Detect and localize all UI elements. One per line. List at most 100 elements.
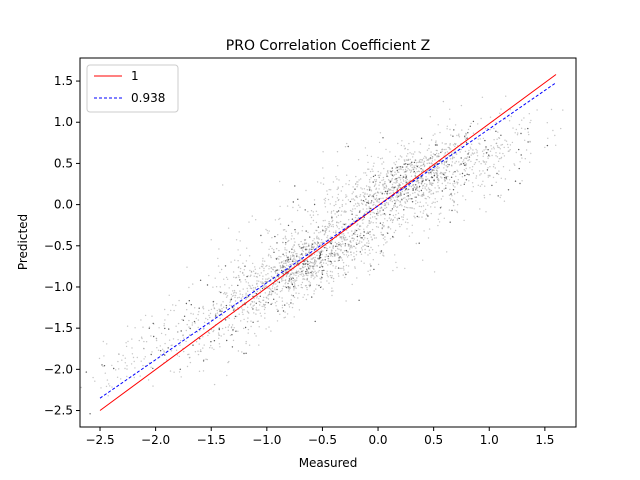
scatter-point — [390, 210, 393, 212]
scatter-point — [273, 249, 275, 251]
scatter-point — [441, 148, 443, 151]
scatter-point — [430, 162, 433, 164]
scatter-point — [349, 223, 351, 225]
scatter-point — [308, 245, 310, 247]
scatter-point — [516, 134, 519, 136]
scatter-point — [274, 292, 276, 294]
scatter-point — [324, 197, 327, 200]
scatter-point — [282, 264, 284, 266]
scatter-point — [406, 170, 408, 172]
scatter-point — [374, 216, 376, 218]
scatter-point — [429, 191, 431, 193]
scatter-point — [265, 278, 267, 280]
scatter-point — [406, 200, 409, 203]
scatter-point — [375, 180, 377, 182]
scatter-point — [357, 159, 360, 161]
scatter-point — [423, 162, 425, 164]
scatter-point — [236, 297, 239, 299]
scatter-point — [384, 218, 386, 220]
scatter-point — [395, 178, 397, 180]
scatter-point — [284, 279, 286, 282]
scatter-point — [312, 271, 315, 274]
scatter-point — [460, 148, 462, 151]
scatter-point — [318, 258, 321, 260]
scatter-point — [381, 179, 383, 182]
scatter-point — [259, 312, 261, 314]
scatter-point — [395, 200, 397, 202]
scatter-point — [368, 231, 371, 233]
scatter-point — [388, 217, 391, 219]
scatter-point — [247, 275, 249, 277]
scatter-point — [271, 302, 273, 305]
scatter-point — [205, 317, 207, 320]
scatter-point — [514, 180, 517, 182]
scatter-point — [274, 278, 277, 281]
scatter-point — [433, 179, 435, 182]
scatter-point — [342, 265, 345, 268]
scatter-point — [211, 347, 213, 349]
scatter-point — [223, 293, 225, 295]
scatter-point — [236, 307, 239, 309]
scatter-point — [298, 292, 300, 295]
scatter-point — [250, 274, 252, 276]
scatter-point — [505, 140, 508, 142]
scatter-point — [302, 263, 304, 265]
scatter-point — [327, 235, 329, 237]
scatter-point — [288, 267, 290, 270]
scatter-point — [226, 278, 229, 280]
scatter-point — [292, 254, 294, 256]
y-tick-label: −2.5 — [44, 404, 73, 418]
scatter-point — [224, 291, 226, 294]
scatter-point — [427, 159, 429, 161]
scatter-point — [408, 169, 411, 171]
scatter-point — [410, 185, 413, 188]
scatter-point — [238, 296, 240, 299]
scatter-point — [503, 155, 506, 157]
scatter-point — [229, 301, 231, 303]
scatter-point — [387, 172, 389, 174]
scatter-point — [314, 259, 316, 262]
scatter-point — [400, 192, 402, 195]
scatter-point — [410, 170, 412, 172]
scatter-point — [418, 186, 420, 189]
scatter-point — [313, 203, 316, 206]
scatter-point — [404, 197, 406, 199]
scatter-point — [340, 244, 342, 246]
scatter-point — [444, 180, 446, 182]
scatter-point — [309, 236, 311, 238]
scatter-point — [424, 155, 426, 158]
scatter-point — [293, 244, 295, 247]
scatter-point — [251, 301, 254, 303]
scatter-point — [285, 274, 288, 276]
scatter-point — [452, 157, 454, 159]
scatter-point — [383, 186, 385, 188]
scatter-point — [428, 173, 430, 175]
scatter-point — [341, 259, 344, 261]
scatter-point — [421, 178, 423, 180]
scatter-point — [392, 197, 394, 199]
scatter-point — [412, 192, 414, 194]
series-line-2 — [99, 82, 557, 399]
scatter-point — [318, 238, 320, 240]
scatter-point — [243, 269, 245, 271]
scatter-point — [282, 310, 285, 312]
scatter-point — [487, 156, 489, 158]
scatter-point — [430, 182, 432, 184]
scatter-point — [354, 203, 357, 205]
scatter-point — [292, 295, 294, 297]
scatter-point — [386, 232, 388, 234]
scatter-point — [150, 366, 152, 368]
scatter-point — [357, 181, 359, 183]
scatter-point — [431, 170, 433, 172]
scatter-point — [403, 209, 405, 211]
scatter-point — [475, 159, 478, 161]
scatter-point — [433, 173, 436, 175]
scatter-point — [421, 181, 423, 183]
scatter-point — [250, 271, 253, 273]
scatter-point — [329, 242, 331, 244]
scatter-point — [435, 169, 438, 171]
scatter-point — [364, 244, 366, 247]
scatter-point — [394, 203, 396, 205]
scatter-point — [152, 367, 154, 370]
scatter-point — [266, 278, 269, 280]
